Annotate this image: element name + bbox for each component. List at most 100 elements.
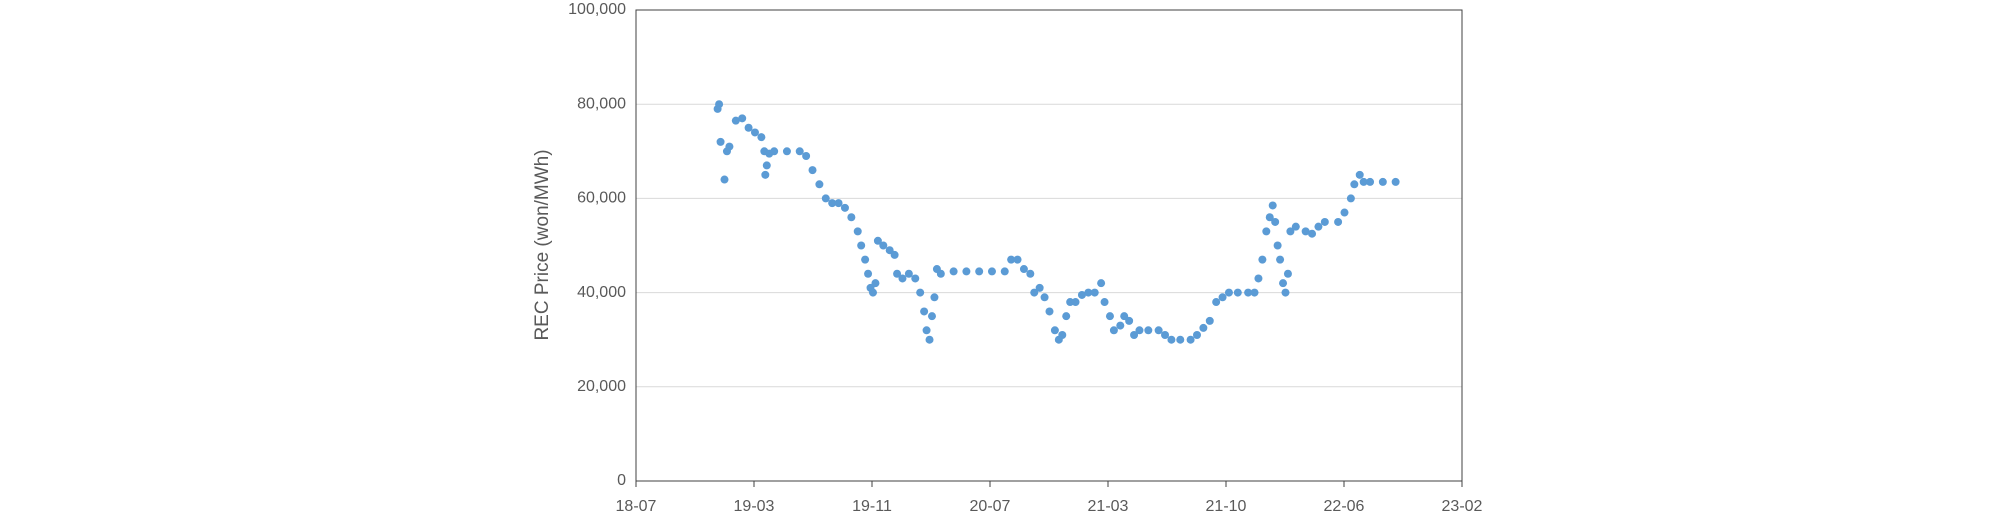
x-tick-label: 20-07 <box>970 498 1011 515</box>
data-point <box>795 147 804 156</box>
data-point <box>857 241 866 250</box>
data-point <box>1268 201 1277 210</box>
data-point <box>1154 326 1163 335</box>
data-point <box>1258 255 1267 264</box>
data-point <box>738 114 747 123</box>
data-point <box>1314 222 1323 231</box>
data-point <box>987 267 996 276</box>
data-point <box>1062 312 1071 321</box>
y-tick-label: 100,000 <box>568 1 626 18</box>
data-point <box>1262 227 1271 236</box>
data-point <box>1050 326 1059 335</box>
data-point <box>853 227 862 236</box>
data-point <box>725 142 734 151</box>
data-point <box>1334 217 1343 226</box>
data-point <box>808 166 817 175</box>
data-point <box>1281 288 1290 297</box>
x-tick-label: 21-03 <box>1088 498 1129 515</box>
data-point <box>864 269 873 278</box>
y-tick-label: 20,000 <box>577 378 626 395</box>
y-tick-label: 60,000 <box>577 190 626 207</box>
data-point <box>1100 298 1109 307</box>
y-tick-label: 80,000 <box>577 95 626 112</box>
data-point <box>1161 330 1170 339</box>
data-point <box>1040 293 1049 302</box>
data-point <box>1366 177 1375 186</box>
data-point <box>1030 288 1039 297</box>
data-point <box>757 133 766 142</box>
data-point <box>1058 330 1067 339</box>
data-point <box>1135 326 1144 335</box>
x-tick-label: 21-10 <box>1206 498 1247 515</box>
data-point <box>1186 335 1195 344</box>
data-point <box>1279 279 1288 288</box>
y-axis-label: REC Price (won/MWh) <box>532 149 553 340</box>
data-point <box>1308 229 1317 238</box>
data-point <box>1391 177 1400 186</box>
data-point <box>1320 217 1329 226</box>
x-tick-label: 19-03 <box>734 498 775 515</box>
data-point <box>1355 170 1364 179</box>
data-point <box>925 335 934 344</box>
data-point <box>840 203 849 212</box>
data-point <box>1045 307 1054 316</box>
data-point <box>1254 274 1263 283</box>
data-point <box>1192 330 1201 339</box>
data-point <box>1350 180 1359 189</box>
y-tick-label: 0 <box>617 472 626 489</box>
data-point <box>920 307 929 316</box>
data-point <box>922 326 931 335</box>
data-point <box>1026 269 1035 278</box>
data-point <box>1019 265 1028 274</box>
data-point <box>879 241 888 250</box>
data-point <box>1276 255 1285 264</box>
data-point <box>1265 213 1274 222</box>
data-point <box>1286 227 1295 236</box>
data-point <box>1250 288 1259 297</box>
data-point <box>1077 290 1086 299</box>
data-point <box>770 147 779 156</box>
data-point <box>868 288 877 297</box>
data-point <box>1233 288 1242 297</box>
data-point <box>1116 321 1125 330</box>
data-point <box>1224 288 1233 297</box>
y-tick-label: 40,000 <box>577 284 626 301</box>
data-point <box>716 137 725 146</box>
data-point <box>815 180 824 189</box>
data-point <box>962 267 971 276</box>
data-point <box>1084 288 1093 297</box>
data-point <box>916 288 925 297</box>
data-point <box>1105 312 1114 321</box>
data-point <box>1144 326 1153 335</box>
data-point <box>1125 316 1134 325</box>
data-point <box>949 267 958 276</box>
data-point <box>898 274 907 283</box>
data-point <box>1359 177 1368 186</box>
data-point <box>927 312 936 321</box>
data-point <box>1212 298 1221 307</box>
data-point <box>1035 283 1044 292</box>
x-tick-label: 23-02 <box>1442 498 1483 515</box>
data-point <box>1291 222 1300 231</box>
plot-frame <box>635 9 1463 482</box>
data-point <box>761 170 770 179</box>
data-point <box>975 267 984 276</box>
data-point <box>1378 177 1387 186</box>
data-point <box>1130 330 1139 339</box>
data-point <box>1271 217 1280 226</box>
data-point <box>744 123 753 132</box>
data-point <box>1097 279 1106 288</box>
data-point <box>1013 255 1022 264</box>
data-point <box>1218 293 1227 302</box>
data-point <box>828 199 837 208</box>
x-tick-label: 19-11 <box>852 498 892 515</box>
data-point <box>834 199 843 208</box>
data-point <box>720 175 729 184</box>
data-point <box>1071 298 1080 307</box>
data-point <box>904 269 913 278</box>
data-point <box>750 128 759 137</box>
grid <box>635 9 1463 487</box>
data-point <box>893 269 902 278</box>
data-point <box>802 152 811 161</box>
